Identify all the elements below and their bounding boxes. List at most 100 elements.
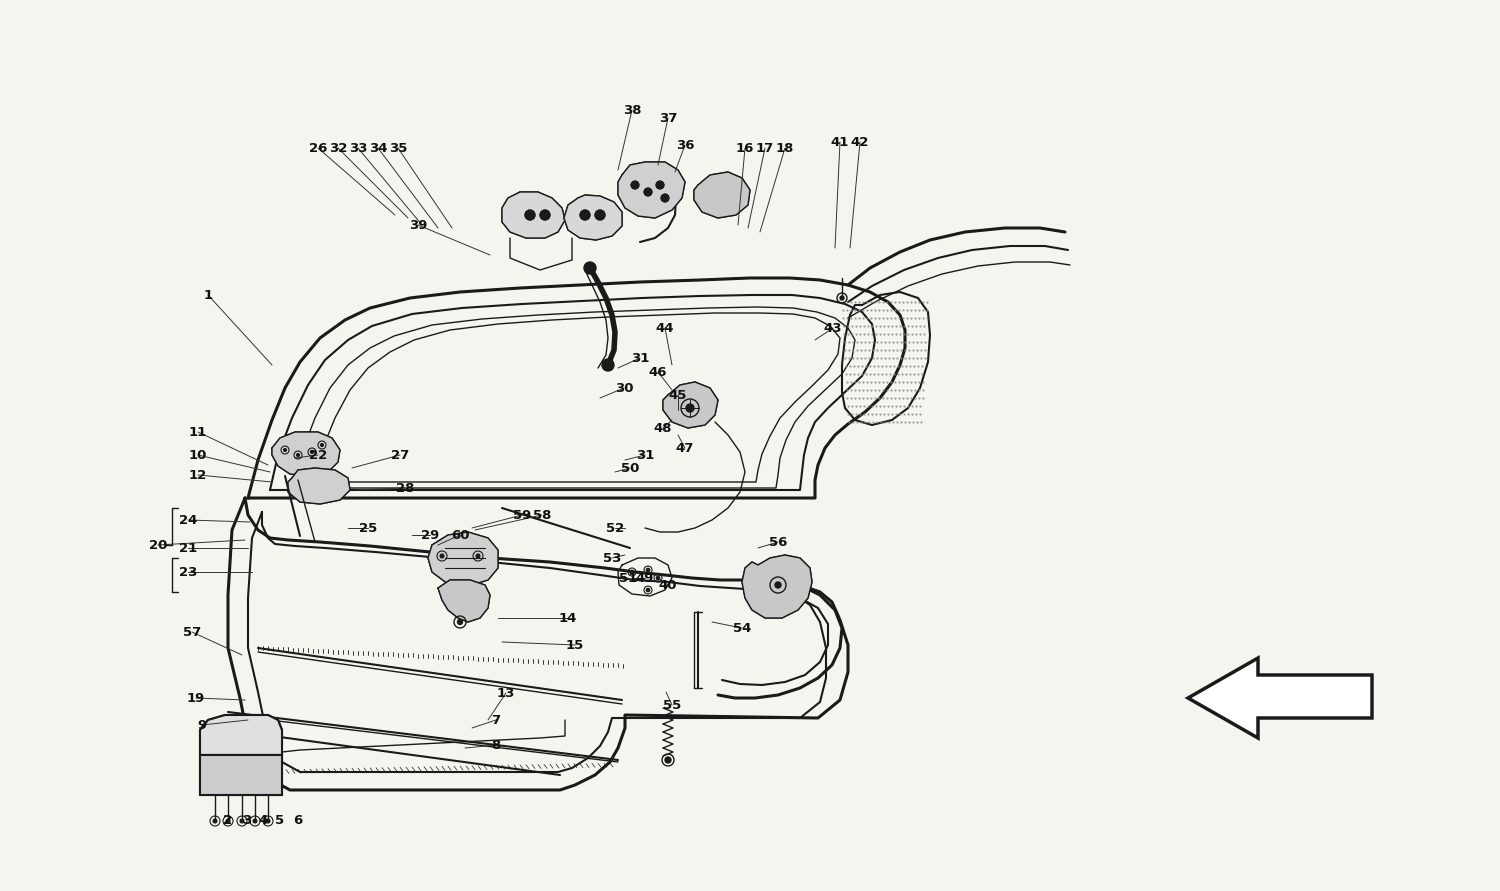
Polygon shape [742, 555, 812, 618]
Circle shape [458, 619, 462, 625]
Circle shape [630, 570, 634, 574]
Circle shape [596, 210, 604, 220]
Text: 42: 42 [850, 135, 868, 149]
Text: 19: 19 [188, 691, 206, 705]
Text: 4: 4 [258, 813, 267, 827]
Circle shape [580, 210, 590, 220]
Text: 11: 11 [189, 426, 207, 438]
Text: 21: 21 [178, 542, 196, 554]
Text: 37: 37 [658, 111, 676, 125]
Text: 46: 46 [648, 365, 668, 379]
Text: 51: 51 [620, 571, 638, 584]
Text: 5: 5 [276, 813, 285, 827]
Circle shape [656, 181, 664, 189]
Circle shape [656, 576, 660, 580]
Circle shape [632, 181, 639, 189]
Text: 28: 28 [396, 481, 414, 495]
Text: 27: 27 [392, 448, 410, 462]
Text: 13: 13 [496, 686, 514, 699]
Text: 26: 26 [309, 142, 327, 154]
Text: 39: 39 [410, 218, 428, 232]
Circle shape [540, 210, 550, 220]
Text: 24: 24 [178, 513, 196, 527]
Polygon shape [200, 755, 282, 795]
Text: 49: 49 [636, 571, 654, 584]
Text: 14: 14 [560, 611, 578, 625]
Circle shape [476, 554, 480, 558]
Text: 47: 47 [676, 442, 694, 454]
Text: 60: 60 [450, 528, 470, 542]
Text: 6: 6 [294, 813, 303, 827]
Circle shape [440, 554, 444, 558]
Text: 45: 45 [669, 388, 687, 402]
Polygon shape [438, 580, 491, 622]
Circle shape [226, 819, 230, 823]
Circle shape [686, 404, 694, 412]
Circle shape [525, 210, 536, 220]
Polygon shape [618, 162, 686, 218]
Text: 16: 16 [736, 142, 754, 154]
Text: 55: 55 [663, 699, 681, 712]
Text: 38: 38 [622, 103, 642, 117]
Text: 23: 23 [178, 566, 196, 578]
Text: 29: 29 [422, 528, 440, 542]
Text: 52: 52 [606, 521, 624, 535]
Text: 31: 31 [636, 448, 654, 462]
Circle shape [254, 819, 257, 823]
Text: 36: 36 [675, 138, 694, 151]
Circle shape [584, 262, 596, 274]
Text: 43: 43 [824, 322, 843, 334]
Circle shape [664, 757, 670, 763]
Polygon shape [1188, 658, 1372, 738]
Polygon shape [663, 382, 718, 428]
Text: 25: 25 [358, 521, 376, 535]
Text: 32: 32 [328, 142, 346, 154]
Text: 17: 17 [756, 142, 774, 154]
Circle shape [321, 444, 324, 446]
Polygon shape [272, 432, 340, 476]
Circle shape [213, 819, 217, 823]
Polygon shape [288, 468, 350, 504]
Text: 57: 57 [183, 625, 201, 639]
Text: 44: 44 [656, 322, 675, 334]
Text: 31: 31 [632, 352, 650, 364]
Circle shape [310, 451, 314, 454]
Circle shape [297, 454, 300, 456]
Text: 12: 12 [189, 469, 207, 481]
Text: 22: 22 [309, 448, 327, 462]
Text: 8: 8 [492, 739, 501, 751]
Text: 15: 15 [566, 639, 584, 651]
Polygon shape [503, 192, 566, 238]
Text: 40: 40 [658, 578, 678, 592]
Circle shape [646, 568, 650, 572]
Circle shape [646, 588, 650, 592]
Text: 7: 7 [492, 714, 501, 726]
Circle shape [644, 188, 652, 196]
Circle shape [284, 448, 286, 452]
Polygon shape [694, 172, 750, 218]
Text: 20: 20 [148, 538, 166, 552]
Circle shape [240, 819, 244, 823]
Text: 59: 59 [513, 509, 531, 521]
Circle shape [602, 359, 613, 371]
Text: 54: 54 [734, 622, 752, 634]
Text: 3: 3 [243, 813, 252, 827]
Text: 34: 34 [369, 142, 387, 154]
Polygon shape [427, 532, 498, 586]
Text: 48: 48 [654, 421, 672, 435]
Text: 53: 53 [603, 552, 621, 565]
Text: 1: 1 [204, 289, 213, 301]
Circle shape [776, 582, 782, 588]
Text: 58: 58 [532, 509, 550, 521]
Circle shape [840, 296, 844, 300]
Polygon shape [564, 195, 622, 240]
Text: 30: 30 [615, 381, 633, 395]
Text: 2: 2 [224, 813, 232, 827]
Text: 50: 50 [621, 462, 639, 475]
Circle shape [662, 194, 669, 202]
Text: 9: 9 [198, 718, 207, 732]
Text: 35: 35 [388, 142, 406, 154]
Text: 18: 18 [776, 142, 794, 154]
Text: 41: 41 [831, 135, 849, 149]
Circle shape [266, 819, 270, 823]
